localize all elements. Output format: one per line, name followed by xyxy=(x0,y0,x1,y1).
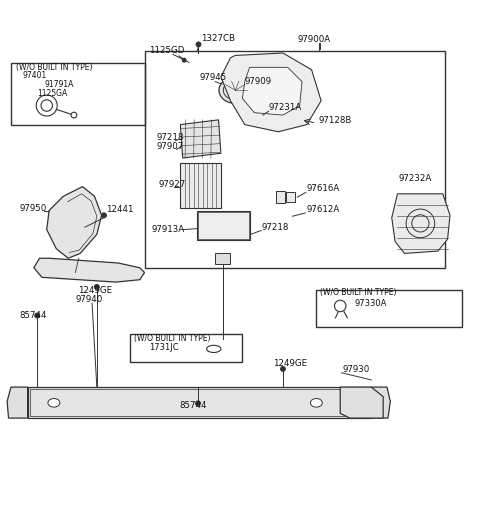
Polygon shape xyxy=(180,120,221,158)
Bar xyxy=(198,213,249,239)
Text: 97909: 97909 xyxy=(245,77,272,86)
Text: (W/O BUILT IN TYPE): (W/O BUILT IN TYPE) xyxy=(16,63,92,72)
Text: 97401: 97401 xyxy=(23,71,47,80)
Text: 1125GA: 1125GA xyxy=(37,89,67,98)
Polygon shape xyxy=(7,387,28,418)
Text: 97612A: 97612A xyxy=(307,205,340,214)
Circle shape xyxy=(182,58,186,62)
Polygon shape xyxy=(221,53,321,132)
Text: 97218: 97218 xyxy=(156,134,183,143)
Text: 85744: 85744 xyxy=(179,401,206,410)
Ellipse shape xyxy=(311,399,323,407)
Polygon shape xyxy=(340,387,383,418)
Text: 97330A: 97330A xyxy=(355,299,387,308)
Text: 97128B: 97128B xyxy=(319,116,352,125)
Ellipse shape xyxy=(219,77,252,104)
Bar xyxy=(11,63,144,125)
Text: 1731JC: 1731JC xyxy=(149,343,179,352)
Text: 97913A: 97913A xyxy=(152,225,185,234)
Text: (W/O BUILT IN TYPE): (W/O BUILT IN TYPE) xyxy=(134,334,211,343)
Text: 97927: 97927 xyxy=(159,180,186,189)
Text: 97940: 97940 xyxy=(75,295,103,304)
Bar xyxy=(180,163,221,208)
Polygon shape xyxy=(34,258,144,282)
Text: 85744: 85744 xyxy=(20,311,47,320)
Text: 97945: 97945 xyxy=(199,73,227,82)
Polygon shape xyxy=(392,194,450,254)
Text: 97232A: 97232A xyxy=(398,174,432,183)
Text: 1327CB: 1327CB xyxy=(201,34,235,43)
Bar xyxy=(30,389,369,416)
Text: 97950: 97950 xyxy=(20,204,47,213)
Bar xyxy=(197,211,250,240)
Bar xyxy=(28,387,371,418)
Circle shape xyxy=(196,401,200,406)
Bar xyxy=(130,334,242,362)
Text: 97930: 97930 xyxy=(343,365,370,374)
Text: 97218: 97218 xyxy=(262,222,289,231)
Bar xyxy=(144,50,445,268)
Polygon shape xyxy=(371,387,390,418)
Text: 97907: 97907 xyxy=(156,143,183,151)
Text: (W/O BUILT IN TYPE): (W/O BUILT IN TYPE) xyxy=(320,288,396,297)
Bar xyxy=(316,290,462,327)
Bar xyxy=(215,254,230,264)
Bar xyxy=(276,191,285,204)
Text: 12441: 12441 xyxy=(107,205,134,214)
Bar xyxy=(286,193,295,202)
Circle shape xyxy=(35,313,39,318)
Text: 97231A: 97231A xyxy=(269,103,302,112)
Text: 1125GD: 1125GD xyxy=(149,46,185,55)
Text: 97900A: 97900A xyxy=(297,35,330,44)
Text: 1249GE: 1249GE xyxy=(78,286,112,295)
Text: 91791A: 91791A xyxy=(44,80,74,89)
Polygon shape xyxy=(47,187,102,258)
Polygon shape xyxy=(242,67,302,115)
Circle shape xyxy=(281,367,285,371)
Circle shape xyxy=(196,42,201,47)
Ellipse shape xyxy=(48,399,60,407)
Circle shape xyxy=(95,285,99,289)
Text: 1249GE: 1249GE xyxy=(274,359,308,368)
Text: 97616A: 97616A xyxy=(307,185,340,194)
Circle shape xyxy=(102,213,107,218)
